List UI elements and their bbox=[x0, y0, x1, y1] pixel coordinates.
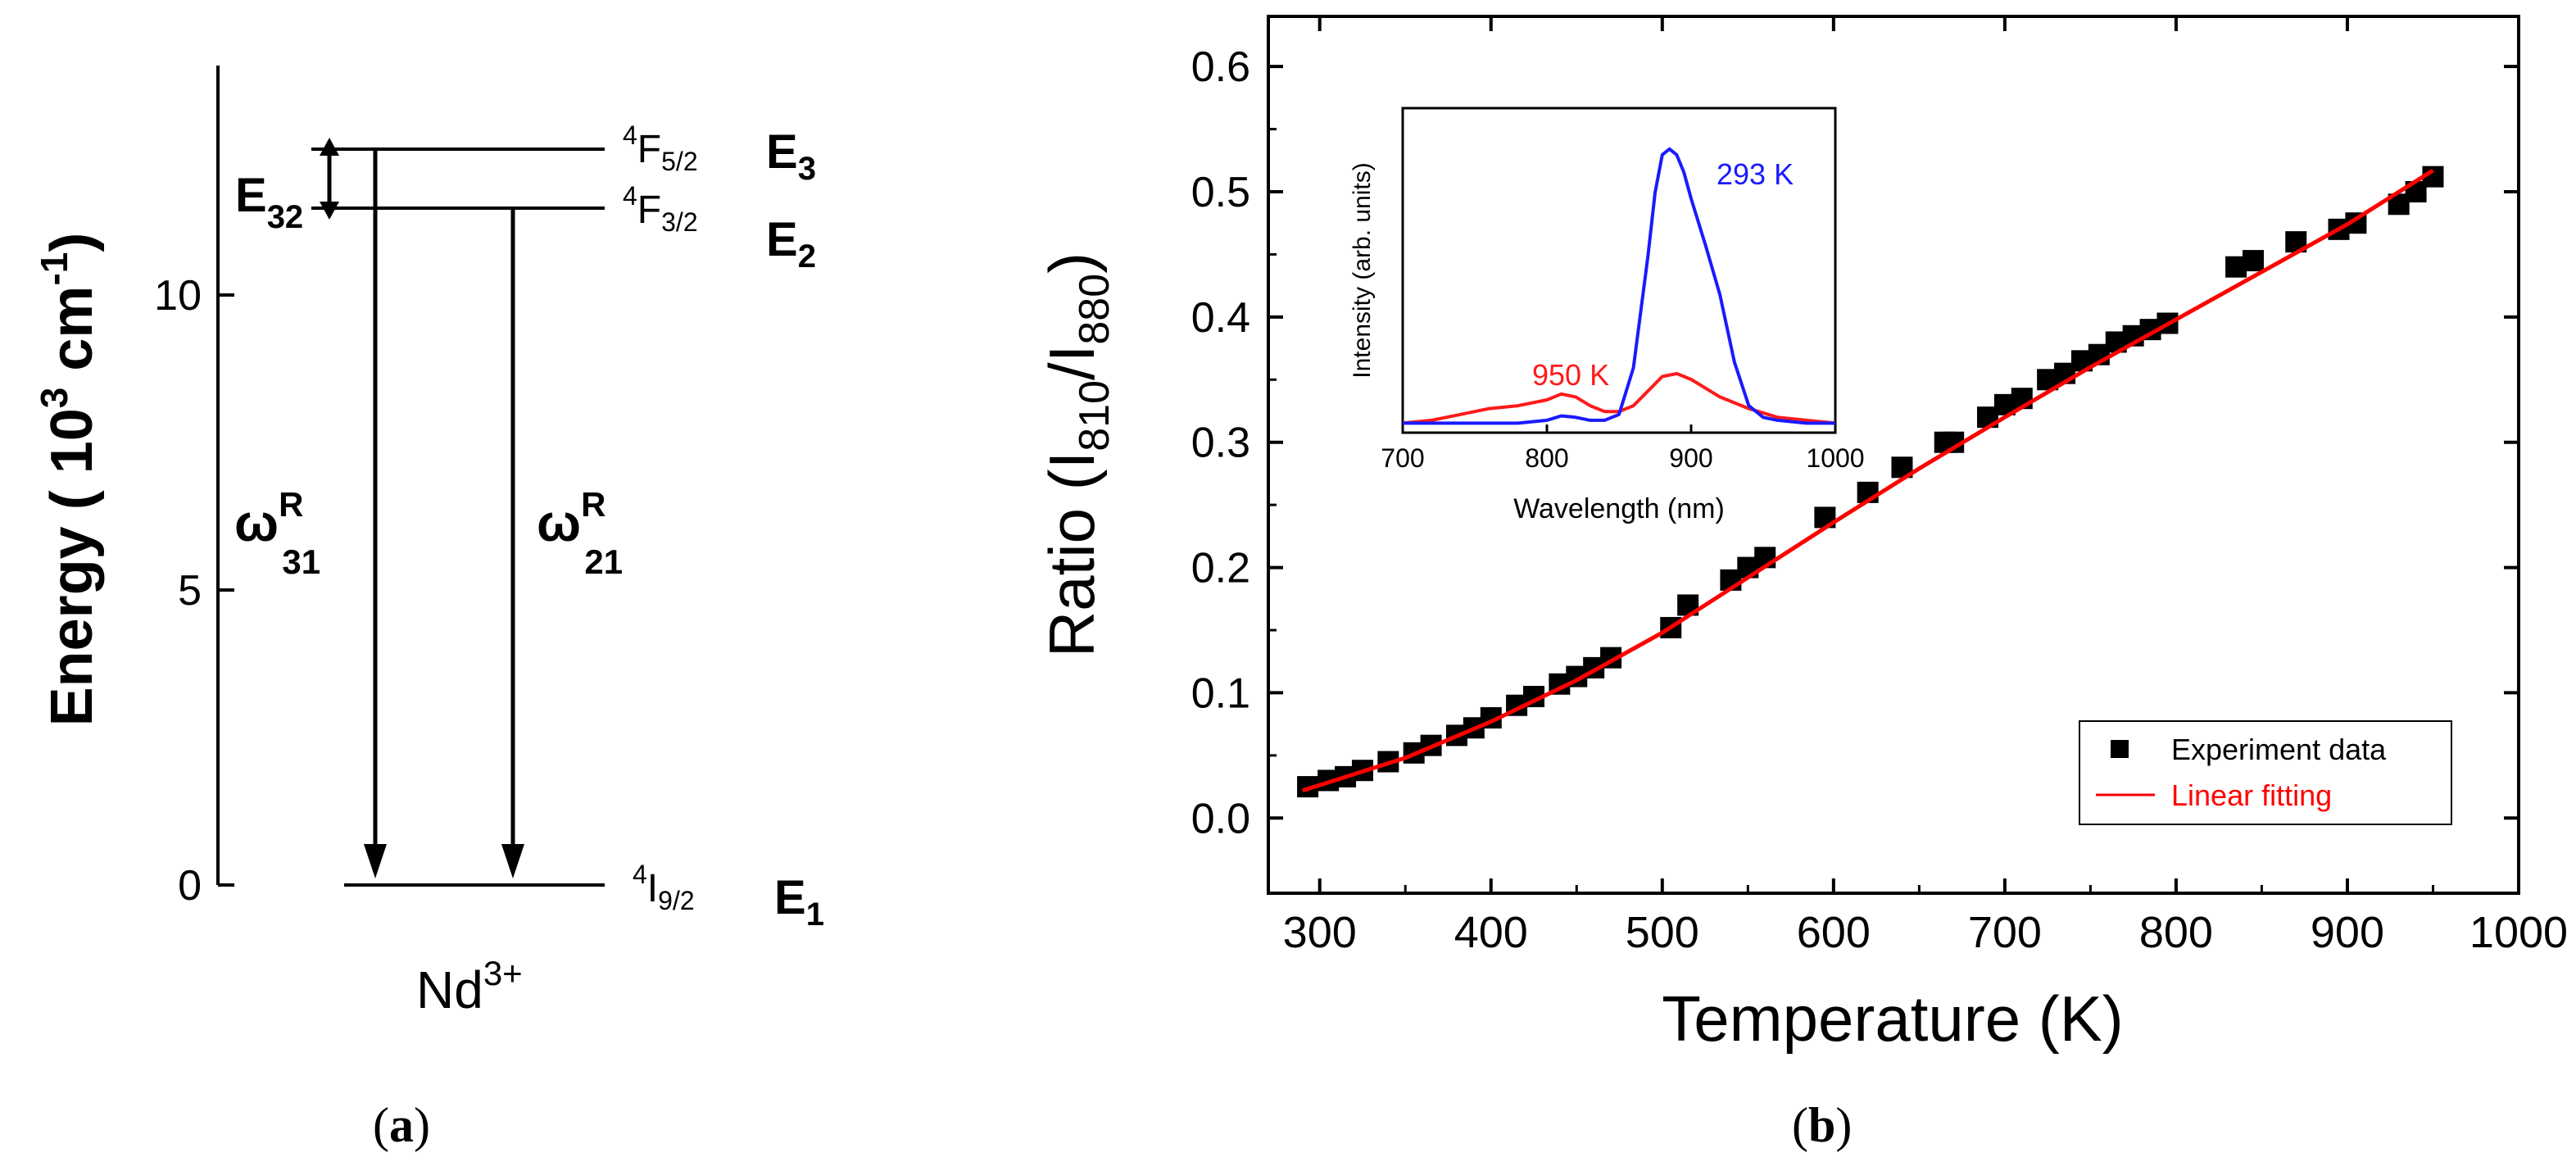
legend-label-experiment: Experiment data bbox=[2171, 733, 2387, 766]
y-tick-label: 0.1 bbox=[1191, 669, 1250, 717]
gap-arrow bbox=[320, 138, 339, 220]
energy-tick-label: 0 bbox=[178, 862, 202, 910]
ion-label: Nd3+ bbox=[416, 954, 523, 1019]
inset-x-tick-label: 1000 bbox=[1806, 443, 1864, 473]
inset-frame bbox=[1401, 107, 1837, 434]
data-point bbox=[2242, 250, 2264, 272]
y-tick-label: 0.4 bbox=[1191, 294, 1250, 342]
inset-label-293k: 293 K bbox=[1717, 157, 1794, 191]
y-tick-label: 0.0 bbox=[1191, 795, 1250, 842]
inset-x-tick-label: 900 bbox=[1669, 443, 1712, 473]
inset-series-line bbox=[1403, 147, 1835, 425]
y-axis-label: Ratio (I810/I880) bbox=[1036, 252, 1118, 657]
fit-line bbox=[1302, 168, 2434, 793]
x-tick-label: 1000 bbox=[2469, 908, 2568, 957]
energy-tick-label: 5 bbox=[178, 567, 202, 615]
y-tick-label: 0.5 bbox=[1191, 169, 1250, 216]
inset-label-950k: 950 K bbox=[1532, 358, 1609, 392]
level-name-e2: E2 bbox=[766, 213, 816, 275]
legend: Experiment data Linear fitting bbox=[2079, 720, 2452, 825]
legend-marker-experiment bbox=[2111, 740, 2129, 758]
inset-x-tick-label: 800 bbox=[1525, 443, 1568, 473]
panel-label-a: (a) bbox=[373, 1098, 430, 1152]
level-term-f32: 4F3/2 bbox=[623, 181, 698, 237]
legend-box bbox=[2079, 720, 2452, 825]
inset-spectrum-chart: 700 800 900 1000 Wavelength (nm) Intensity … bbox=[1349, 107, 1865, 524]
x-tick-label: 500 bbox=[1626, 908, 1699, 957]
level-name-e3: E3 bbox=[766, 125, 816, 187]
experiment-series bbox=[1297, 166, 2444, 798]
ratio-vs-temperature-chart: 300 400 500 600 700 800 900 1000 0.0 0.1 0.2 0.3 0.4… bbox=[1036, 15, 2568, 1152]
y-tick-label: 0.2 bbox=[1191, 545, 1250, 592]
y-tick-label: 0.3 bbox=[1191, 420, 1250, 467]
x-tick-label: 300 bbox=[1283, 908, 1357, 957]
x-tick-label: 400 bbox=[1454, 908, 1528, 957]
transition-arrow-31 bbox=[364, 149, 387, 878]
y-tick-label: 0.6 bbox=[1191, 43, 1250, 91]
energy-axis-label: Energy ( 103 cm-1) bbox=[33, 233, 105, 727]
legend-label-fit: Linear fitting bbox=[2171, 778, 2332, 812]
energy-level-diagram: 0 5 10 Energy ( 103 cm-1) 4F5/2 4F3/2 4I9/… bbox=[33, 66, 824, 1152]
inset-x-tick-label: 700 bbox=[1381, 443, 1424, 473]
gap-label: E32 bbox=[235, 169, 303, 235]
plot-frame bbox=[1267, 15, 2520, 895]
level-term-f52: 4F5/2 bbox=[623, 120, 698, 176]
level-name-e1: E1 bbox=[774, 871, 824, 933]
inset-series-line bbox=[1402, 371, 1836, 425]
level-term-i92: 4I9/2 bbox=[633, 860, 695, 915]
transition-arrow-21 bbox=[501, 208, 524, 878]
energy-tick-label: 10 bbox=[154, 272, 202, 320]
x-tick-label: 700 bbox=[1968, 908, 2042, 957]
x-tick-label: 900 bbox=[2311, 908, 2384, 957]
x-tick-label: 600 bbox=[1797, 908, 1871, 957]
transition-label-31: ωR 31 bbox=[234, 485, 320, 581]
transition-label-21: ωR 21 bbox=[537, 485, 623, 581]
x-axis-label: Temperature (K) bbox=[1662, 983, 2124, 1055]
x-tick-label: 800 bbox=[2139, 908, 2213, 957]
inset-x-axis-label: Wavelength (nm) bbox=[1513, 493, 1725, 524]
inset-y-axis-label: Intensity (arb. units) bbox=[1349, 162, 1376, 378]
panel-label-b: (b) bbox=[1792, 1098, 1852, 1152]
